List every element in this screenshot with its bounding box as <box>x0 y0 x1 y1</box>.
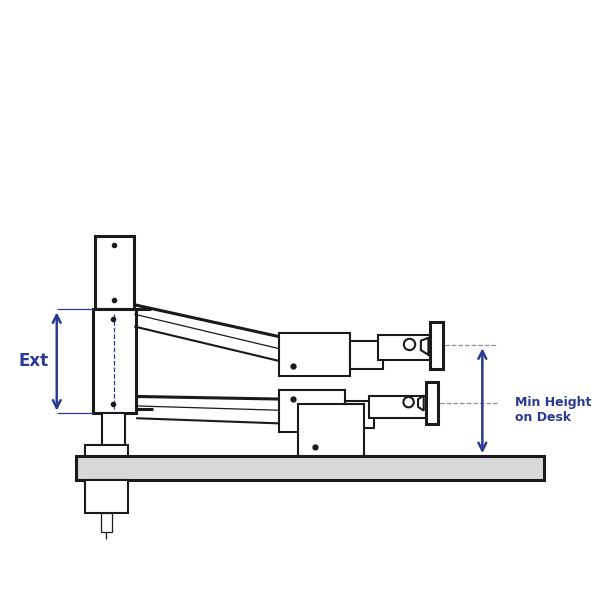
Polygon shape <box>421 338 428 355</box>
Circle shape <box>404 339 415 350</box>
Bar <box>102 413 125 456</box>
Bar <box>350 341 383 369</box>
Bar <box>101 513 112 532</box>
Bar <box>369 395 425 418</box>
Circle shape <box>403 397 414 407</box>
Text: Min Height
on Desk: Min Height on Desk <box>515 396 592 424</box>
Bar <box>425 382 438 424</box>
Bar <box>379 335 430 359</box>
Bar <box>345 401 374 428</box>
Bar <box>298 404 364 456</box>
Bar <box>76 456 544 480</box>
Bar <box>279 333 350 376</box>
Polygon shape <box>418 395 424 410</box>
Bar <box>85 480 128 513</box>
Text: Ext: Ext <box>18 352 48 370</box>
Bar <box>92 310 136 413</box>
Bar <box>279 390 345 433</box>
Bar <box>85 445 128 456</box>
Bar <box>95 236 134 310</box>
Bar <box>430 322 443 369</box>
